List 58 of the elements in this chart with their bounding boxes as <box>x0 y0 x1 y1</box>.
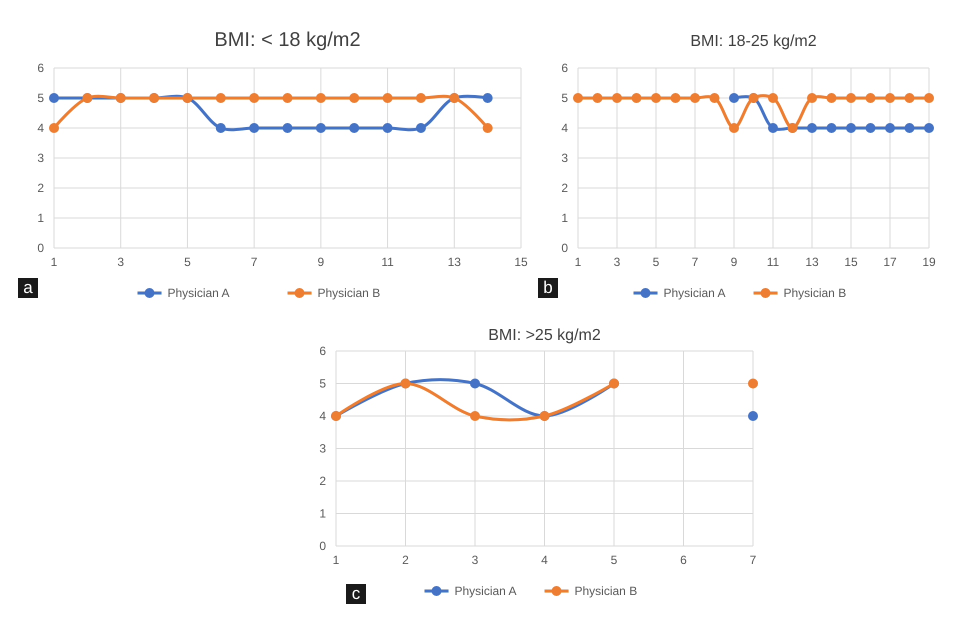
x-tick-label: 3 <box>472 553 479 567</box>
y-tick-label: 2 <box>319 474 326 488</box>
y-tick-label: 4 <box>561 121 568 136</box>
chart-title: BMI: 18-25 kg/m2 <box>690 33 817 50</box>
x-tick-label: 13 <box>448 255 462 269</box>
y-tick-label: 1 <box>561 211 568 226</box>
x-tick-label: 9 <box>318 255 325 269</box>
y-tick-label: 2 <box>561 181 568 196</box>
x-tick-label: 5 <box>610 553 618 567</box>
chart-title: BMI: < 18 kg/m2 <box>214 29 361 51</box>
y-tick-label: 3 <box>37 151 44 166</box>
x-tick-label: 7 <box>250 255 258 269</box>
legend-label: Physician A <box>454 584 517 598</box>
x-tick-label: 3 <box>117 255 124 269</box>
x-tick-label: 11 <box>381 255 394 269</box>
y-tick-label: 0 <box>37 241 44 256</box>
y-tick-label: 6 <box>37 61 44 76</box>
x-tick-label: 13 <box>805 255 819 269</box>
y-tick-label: 1 <box>37 211 44 226</box>
legend-label: Physician B <box>318 286 380 300</box>
x-tick-label: 7 <box>750 553 757 567</box>
y-tick-label: 6 <box>319 344 326 358</box>
legend-label: Physician B <box>784 286 846 300</box>
y-tick-label: 4 <box>37 121 44 136</box>
y-tick-label: 4 <box>319 409 326 424</box>
y-tick-label: 5 <box>319 376 326 391</box>
y-tick-label: 6 <box>561 61 568 76</box>
x-tick-label: 1 <box>50 255 58 269</box>
y-tick-label: 3 <box>561 151 568 166</box>
x-tick-label: 17 <box>883 255 897 269</box>
y-tick-label: 5 <box>37 91 44 106</box>
y-tick-label: 5 <box>561 91 568 106</box>
chart-title: BMI: >25 kg/m2 <box>488 327 601 344</box>
x-tick-label: 1 <box>332 553 340 567</box>
y-tick-label: 0 <box>319 539 326 554</box>
legend-label: Physician A <box>168 286 230 300</box>
text: c <box>352 584 361 603</box>
x-tick-label: 19 <box>922 255 936 269</box>
legend-label: Physician B <box>574 584 638 598</box>
y-tick-label: 2 <box>37 181 44 196</box>
y-tick-label: 3 <box>319 442 326 456</box>
text: b <box>543 278 553 297</box>
x-tick-label: 1 <box>574 255 582 269</box>
y-tick-label: 0 <box>561 241 568 256</box>
x-tick-label: 11 <box>766 255 780 269</box>
x-tick-label: 9 <box>730 255 738 269</box>
x-tick-label: 15 <box>514 255 528 269</box>
x-tick-label: 7 <box>692 255 699 269</box>
y-tick-label: 1 <box>319 506 326 521</box>
legend-label: Physician A <box>664 286 726 300</box>
x-tick-label: 3 <box>614 255 621 269</box>
x-tick-label: 5 <box>184 255 192 269</box>
x-tick-label: 4 <box>541 553 548 567</box>
x-tick-label: 2 <box>402 553 410 567</box>
x-tick-label: 5 <box>652 255 660 269</box>
text: a <box>23 278 34 297</box>
x-tick-label: 6 <box>680 553 688 567</box>
x-tick-label: 15 <box>844 255 858 269</box>
